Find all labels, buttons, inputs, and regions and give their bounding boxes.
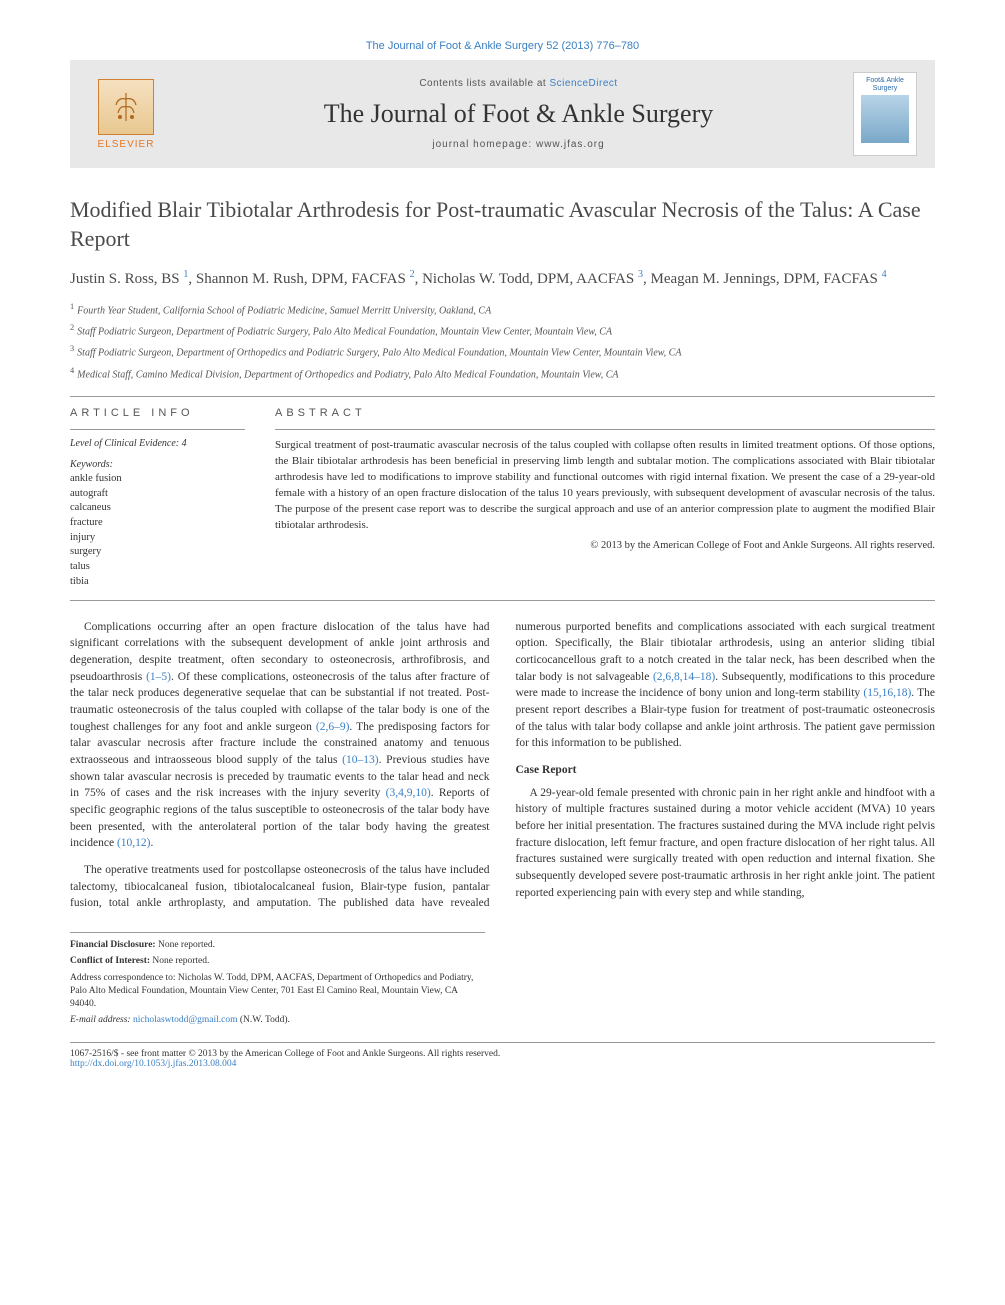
cover-image-icon (861, 95, 909, 143)
keyword: talus (70, 560, 245, 575)
abstract-copyright: © 2013 by the American College of Foot a… (275, 540, 935, 551)
header-center: Contents lists available at ScienceDirec… (184, 78, 853, 150)
article-info-column: ARTICLE INFO Level of Clinical Evidence:… (70, 407, 245, 590)
homepage-label: journal homepage: (432, 139, 536, 150)
abstract-column: ABSTRACT Surgical treatment of post-trau… (275, 407, 935, 590)
correspondence-address: Address correspondence to: Nicholas W. T… (70, 972, 485, 1012)
journal-cover-thumbnail[interactable]: Foot& Ankle Surgery (853, 72, 917, 156)
abstract-text: Surgical treatment of post-traumatic ava… (275, 429, 935, 534)
case-report-heading: Case Report (516, 762, 936, 779)
keywords-label: Keywords: (70, 459, 245, 470)
homepage-url[interactable]: www.jfas.org (536, 139, 605, 150)
ref-link[interactable]: (10,12) (117, 837, 151, 849)
keyword: ankle fusion (70, 472, 245, 487)
keyword: surgery (70, 545, 245, 560)
abstract-heading: ABSTRACT (275, 407, 935, 419)
contents-available-line: Contents lists available at ScienceDirec… (184, 78, 853, 89)
ref-link[interactable]: (2,6–9) (316, 721, 350, 733)
author-list: Justin S. Ross, BS 1, Shannon M. Rush, D… (70, 267, 935, 291)
affiliation: 2Staff Podiatric Surgeon, Department of … (70, 322, 935, 339)
affiliation: 1Fourth Year Student, California School … (70, 301, 935, 318)
financial-disclosure: Financial Disclosure: None reported. (70, 939, 485, 952)
contents-prefix: Contents lists available at (419, 78, 549, 89)
article-info-heading: ARTICLE INFO (70, 407, 245, 419)
ref-link[interactable]: (10–13) (342, 754, 378, 766)
email-link[interactable]: nicholaswtodd@gmail.com (133, 1015, 238, 1025)
info-abstract-row: ARTICLE INFO Level of Clinical Evidence:… (70, 407, 935, 590)
keywords-list: ankle fusionautograftcalcaneusfracturein… (70, 472, 245, 590)
article-title: Modified Blair Tibiotalar Arthrodesis fo… (70, 196, 935, 253)
body-paragraph-1: Complications occurring after an open fr… (70, 619, 490, 852)
elsevier-tree-icon (98, 79, 154, 135)
journal-header: ELSEVIER Contents lists available at Sci… (70, 60, 935, 168)
ref-link[interactable]: (3,4,9,10) (386, 787, 431, 799)
front-matter-line: 1067-2516/$ - see front matter © 2013 by… (70, 1049, 935, 1059)
ref-link[interactable]: (15,16,18) (863, 687, 911, 699)
journal-title: The Journal of Foot & Ankle Surgery (184, 99, 853, 129)
ref-link[interactable]: (1–5) (146, 671, 171, 683)
elsevier-label: ELSEVIER (98, 139, 155, 150)
bottom-copyright-bar: 1067-2516/$ - see front matter © 2013 by… (70, 1042, 935, 1069)
affiliations-list: 1Fourth Year Student, California School … (70, 301, 935, 382)
homepage-line: journal homepage: www.jfas.org (184, 139, 853, 150)
elsevier-logo[interactable]: ELSEVIER (88, 72, 164, 156)
evidence-level: Level of Clinical Evidence: 4 (70, 429, 245, 449)
divider (70, 396, 935, 397)
article-body: Complications occurring after an open fr… (70, 619, 935, 912)
journal-citation-top: The Journal of Foot & Ankle Surgery 52 (… (70, 40, 935, 52)
keyword: autograft (70, 487, 245, 502)
conflict-of-interest: Conflict of Interest: None reported. (70, 955, 485, 968)
doi-link[interactable]: http://dx.doi.org/10.1053/j.jfas.2013.08… (70, 1059, 236, 1069)
affiliation: 3Staff Podiatric Surgeon, Department of … (70, 343, 935, 360)
keyword: fracture (70, 516, 245, 531)
ref-link[interactable]: (2,6,8,14–18) (653, 671, 715, 683)
sciencedirect-link[interactable]: ScienceDirect (549, 78, 617, 89)
keyword: tibia (70, 575, 245, 590)
keyword: calcaneus (70, 501, 245, 516)
footnotes: Financial Disclosure: None reported. Con… (70, 932, 485, 1028)
affiliation: 4Medical Staff, Camino Medical Division,… (70, 365, 935, 382)
divider (70, 600, 935, 601)
keyword: injury (70, 531, 245, 546)
correspondence-email: E-mail address: nicholaswtodd@gmail.com … (70, 1014, 485, 1027)
cover-label: Foot& Ankle Surgery (858, 77, 912, 92)
body-paragraph-3: A 29-year-old female presented with chro… (516, 785, 936, 902)
